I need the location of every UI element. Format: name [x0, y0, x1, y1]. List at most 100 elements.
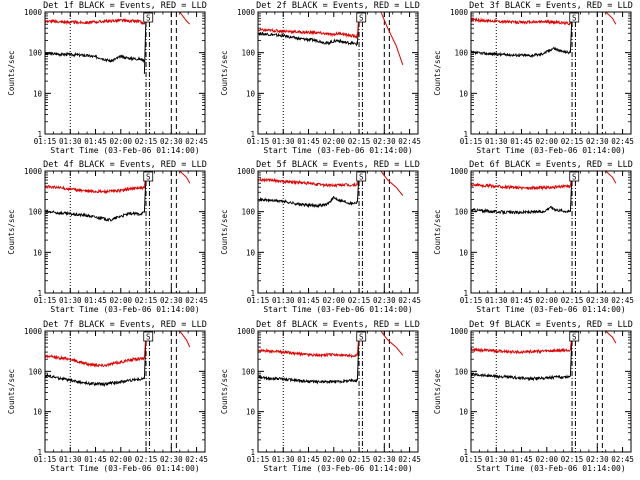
x-tick-label: 01:30	[272, 455, 295, 464]
plot-area	[471, 331, 617, 452]
x-tick-label: 02:15	[561, 455, 584, 464]
chart-panel-8: Det 8f BLACK = Events, RED = LLD Counts/s…	[220, 320, 421, 473]
events-series-line	[471, 372, 571, 382]
chart-panel-3: Det 3f BLACK = Events, RED = LLD Counts/s…	[433, 1, 634, 155]
x-tick-label: 02:45	[398, 137, 421, 146]
x-tick-label: 02:15	[561, 137, 584, 146]
lld-series-line	[45, 17, 145, 25]
x-tick-label: 02:30	[160, 455, 183, 464]
plot-frame	[257, 170, 419, 294]
y-tick-label: 100	[28, 208, 42, 217]
x-tick-label: 02:45	[611, 137, 634, 146]
y-tick-label: 10	[246, 248, 256, 257]
x-axis-label: Start Time (03-Feb-06 01:14:00)	[263, 464, 412, 473]
lld-tail-line	[380, 171, 404, 196]
y-tick-label: 100	[241, 49, 255, 58]
lld-tail-line	[605, 331, 617, 344]
y-tick-label: 1	[250, 130, 255, 139]
y-tick-label: 10	[33, 248, 43, 257]
y-tick-label: 10	[459, 408, 469, 417]
y-tick-label: 100	[28, 367, 42, 376]
y-tick-label: 100	[454, 49, 468, 58]
chart-panel-6: Det 6f BLACK = Events, RED = LLD Counts/s…	[433, 160, 634, 314]
saa-box	[143, 12, 154, 23]
x-tick-label: 01:45	[297, 455, 320, 464]
chart-panel-9: Det 9f BLACK = Events, RED = LLD Counts/s…	[433, 320, 634, 473]
lld-series-line	[471, 16, 571, 26]
plot-frame	[257, 330, 419, 453]
y-tick-label: 10	[459, 89, 469, 98]
x-tick-label: 02:00	[536, 137, 559, 146]
y-tick-label: 1	[37, 448, 42, 457]
plot-frame	[44, 170, 206, 294]
chart-title: Det 7f BLACK = Events, RED = LLD	[43, 320, 207, 330]
saa-box	[356, 12, 367, 23]
saa-box	[143, 331, 154, 342]
y-axis-label: Counts/sec	[7, 209, 16, 254]
x-tick-label: 01:15	[247, 455, 270, 464]
x-tick-label: 02:30	[373, 455, 396, 464]
y-tick-label: 1000	[450, 167, 469, 176]
plot-area	[471, 171, 617, 293]
x-tick-label: 01:15	[247, 296, 270, 305]
y-axis-label: Counts/sec	[433, 369, 442, 414]
x-tick-label: 02:15	[348, 455, 371, 464]
x-tick-label: 02:30	[586, 137, 609, 146]
chart-title: Det 2f BLACK = Events, RED = LLD	[256, 1, 420, 11]
y-tick-label: 10	[459, 248, 469, 257]
x-tick-label: 01:30	[272, 137, 295, 146]
x-tick-label: 02:15	[348, 137, 371, 146]
x-tick-label: 01:15	[34, 455, 57, 464]
lld-series-line	[45, 184, 145, 195]
x-tick-label: 01:45	[297, 137, 320, 146]
x-tick-label: 02:45	[185, 137, 208, 146]
x-tick-label: 02:00	[110, 455, 133, 464]
y-axis-label: Counts/sec	[220, 209, 229, 254]
y-tick-label: 10	[246, 408, 256, 417]
x-axis-label: Start Time (03-Feb-06 01:14:00)	[50, 146, 199, 155]
x-tick-label: 01:30	[485, 455, 508, 464]
x-tick-label: 02:15	[135, 296, 158, 305]
x-tick-label: 01:30	[59, 296, 82, 305]
x-tick-label: 02:30	[160, 137, 183, 146]
chart-panel-7: Det 7f BLACK = Events, RED = LLD Counts/s…	[7, 320, 208, 473]
x-axis-label: Start Time (03-Feb-06 01:14:00)	[476, 305, 625, 314]
lld-series-line	[471, 182, 571, 191]
x-axis-label: Start Time (03-Feb-06 01:14:00)	[50, 305, 199, 314]
y-tick-label: 1000	[24, 8, 43, 17]
plot-area	[258, 331, 404, 452]
x-tick-label: 02:45	[398, 455, 421, 464]
x-tick-label: 01:45	[510, 296, 533, 305]
plot-area	[258, 12, 404, 134]
x-tick-label: 02:45	[611, 296, 634, 305]
x-axis-label: Start Time (03-Feb-06 01:14:00)	[476, 464, 625, 473]
x-tick-label: 02:30	[373, 296, 396, 305]
saa-box-label: S	[146, 173, 151, 182]
y-tick-label: 1000	[237, 167, 256, 176]
saa-box-label: S	[359, 14, 364, 23]
x-tick-label: 02:15	[135, 137, 158, 146]
x-tick-label: 01:30	[59, 137, 82, 146]
lld-tail-line	[179, 12, 191, 25]
saa-box	[569, 12, 580, 23]
y-tick-label: 1000	[24, 327, 43, 336]
events-series-line	[258, 374, 358, 385]
lld-series-line	[258, 27, 358, 39]
events-series-line	[258, 31, 358, 47]
lld-tail-line	[179, 331, 191, 348]
saa-box	[356, 171, 367, 182]
events-series-line	[45, 208, 145, 223]
saa-box-label: S	[359, 173, 364, 182]
x-tick-label: 01:15	[34, 137, 57, 146]
x-tick-label: 02:00	[323, 455, 346, 464]
x-tick-label: 01:15	[460, 296, 483, 305]
x-tick-label: 02:00	[323, 137, 346, 146]
y-tick-label: 1	[463, 289, 468, 298]
y-tick-label: 1000	[237, 327, 256, 336]
plot-frame	[44, 330, 206, 453]
y-tick-label: 10	[246, 89, 256, 98]
lld-series-line	[45, 354, 145, 368]
lld-tail-line	[605, 12, 617, 25]
x-tick-label: 02:00	[536, 296, 559, 305]
x-tick-label: 02:45	[185, 296, 208, 305]
